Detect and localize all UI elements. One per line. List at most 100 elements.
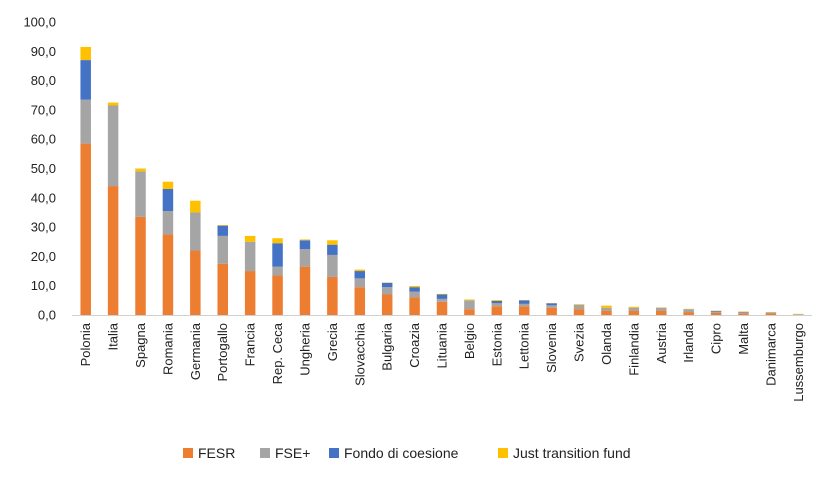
legend-swatch bbox=[498, 448, 508, 458]
bar-segment bbox=[491, 300, 503, 304]
bar-segment bbox=[272, 266, 283, 276]
x-tick-label: Portogallo bbox=[215, 323, 230, 382]
x-axis-labels: Polonia Italia Spagna Romania Germania Portog… bbox=[78, 322, 806, 402]
bar-segment bbox=[354, 287, 366, 315]
legend-swatch bbox=[260, 448, 270, 458]
x-tick-label: Slovenia bbox=[544, 322, 559, 373]
bar-segment bbox=[436, 294, 448, 299]
bar-segment bbox=[354, 278, 366, 288]
bar-segment bbox=[573, 309, 585, 315]
bar-segment bbox=[546, 307, 557, 315]
y-tick-label: 50,0 bbox=[31, 161, 56, 176]
bar-segment bbox=[738, 312, 749, 314]
x-tick-label: Svezia bbox=[572, 322, 587, 362]
bar-segment bbox=[299, 239, 311, 241]
x-tick-label: Polonia bbox=[78, 322, 93, 366]
bar-segment bbox=[299, 266, 311, 315]
bar-segment bbox=[162, 181, 174, 190]
bar-segment bbox=[518, 303, 530, 307]
bar-segment bbox=[272, 238, 283, 244]
bar-segment bbox=[327, 240, 338, 245]
legend-swatch bbox=[183, 448, 193, 458]
bar-segment bbox=[546, 303, 557, 306]
bar-segment bbox=[217, 235, 228, 264]
bar-segment bbox=[80, 99, 91, 144]
bar-segment bbox=[573, 304, 585, 310]
bar-segment bbox=[190, 212, 201, 251]
y-tick-label: 100,0 bbox=[23, 15, 56, 30]
bar-segment bbox=[80, 143, 91, 315]
bar-segment bbox=[409, 285, 420, 288]
y-tick-label: 90,0 bbox=[31, 44, 56, 59]
bar-segment bbox=[656, 310, 667, 315]
x-tick-label: Rep. Ceca bbox=[270, 322, 285, 384]
x-tick-label: Lettonia bbox=[517, 322, 532, 369]
bar-segment bbox=[162, 234, 174, 315]
bar-segment bbox=[628, 306, 640, 308]
bar-segment bbox=[683, 312, 694, 315]
bar-segment bbox=[327, 254, 338, 277]
bar-segment bbox=[409, 287, 420, 292]
bar-segment bbox=[409, 297, 420, 315]
bar-segment bbox=[217, 225, 228, 236]
bar-segment bbox=[710, 311, 722, 313]
bar-segment bbox=[464, 309, 475, 315]
bar-segment bbox=[244, 235, 256, 242]
legend-label: FESR bbox=[198, 445, 235, 461]
x-tick-label: Spagna bbox=[133, 322, 148, 368]
y-tick-label: 10,0 bbox=[31, 278, 56, 293]
bar-segment bbox=[107, 186, 119, 315]
bar-segment bbox=[135, 171, 146, 217]
bar-segment bbox=[135, 168, 146, 172]
bar-segment bbox=[738, 313, 749, 315]
y-axis-labels: 0,0 10,0 20,0 30,0 40,0 50,0 60,0 70,0 80,0 90,0 1… bbox=[23, 15, 56, 323]
bar-segment bbox=[518, 300, 530, 304]
x-tick-label: Croazia bbox=[407, 322, 422, 368]
x-tick-label: Estonia bbox=[489, 322, 504, 366]
y-tick-label: 70,0 bbox=[31, 102, 56, 117]
bar-segment bbox=[436, 293, 448, 295]
x-tick-label: Lussemburgo bbox=[791, 323, 806, 402]
bar-segment bbox=[601, 307, 612, 311]
bar-segment bbox=[381, 287, 393, 295]
bar-segment bbox=[354, 269, 366, 272]
bar-segment bbox=[656, 307, 667, 311]
x-tick-label: Bulgaria bbox=[380, 322, 395, 370]
bar-segment bbox=[272, 243, 283, 267]
bar-segment bbox=[80, 46, 91, 61]
legend-label: FSE+ bbox=[275, 445, 310, 461]
bar-segment bbox=[107, 102, 119, 106]
x-tick-label: Danimarca bbox=[763, 322, 778, 386]
bars bbox=[80, 46, 804, 315]
legend-label: Just transition fund bbox=[513, 445, 631, 461]
x-tick-label: Malta bbox=[736, 322, 751, 355]
legend-label: Fondo di coesione bbox=[344, 445, 459, 461]
bar-segment bbox=[244, 241, 256, 272]
bar-segment bbox=[491, 303, 503, 307]
bar-segment bbox=[381, 294, 393, 315]
x-tick-label: Belgio bbox=[462, 323, 477, 359]
bar-segment bbox=[628, 310, 640, 315]
bar-segment bbox=[491, 306, 503, 315]
bar-segment bbox=[107, 105, 119, 187]
bar-segment bbox=[518, 306, 530, 315]
bar-segment bbox=[793, 314, 804, 315]
x-tick-label: Austria bbox=[654, 322, 669, 363]
bar-segment bbox=[765, 312, 777, 314]
bar-segment bbox=[436, 301, 448, 315]
bar-segment bbox=[162, 189, 174, 211]
bar-segment bbox=[354, 271, 366, 279]
bar-segment bbox=[299, 240, 311, 250]
x-tick-label: Lituania bbox=[435, 322, 450, 368]
x-tick-label: Irlanda bbox=[681, 322, 696, 363]
bar-segment bbox=[738, 311, 749, 313]
bar-segment bbox=[464, 300, 475, 310]
bar-segment bbox=[436, 298, 448, 302]
y-tick-label: 30,0 bbox=[31, 220, 56, 235]
legend-swatch bbox=[329, 448, 339, 458]
bar-segment bbox=[162, 210, 174, 235]
bar-segment bbox=[765, 313, 777, 315]
bar-segment bbox=[381, 282, 393, 288]
y-tick-label: 20,0 bbox=[31, 249, 56, 264]
legend: FESR FSE+ Fondo di coesione Just transition… bbox=[183, 445, 631, 461]
